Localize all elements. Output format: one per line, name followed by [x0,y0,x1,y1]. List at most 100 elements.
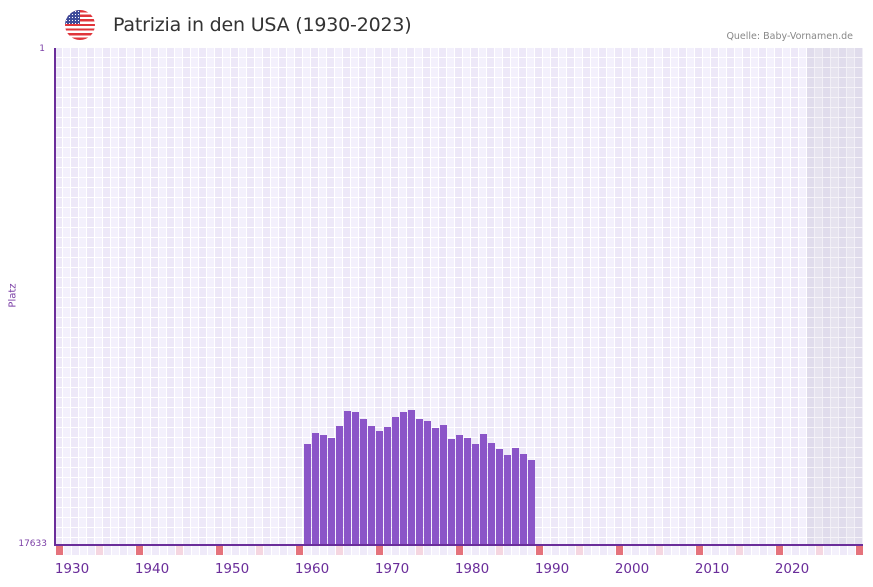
year-marker-cell [824,546,831,555]
year-marker-cell [280,546,287,555]
year-marker-cell [192,546,199,555]
x-axis-label: 1930 [54,561,90,577]
bar-1974[interactable] [424,420,431,545]
x-axis-label: 1980 [454,561,490,577]
bar-1963[interactable] [336,425,343,545]
year-marker-cell [712,546,719,555]
year-marker-cell [432,546,439,555]
bar-1962[interactable] [328,438,335,545]
year-marker-cell [408,546,415,555]
x-axis-line [55,544,863,546]
year-marker-cell [216,546,223,555]
year-marker-cell [200,546,207,555]
y-axis-title: Platz [7,283,19,308]
year-marker-cell [176,546,183,555]
bar-1969[interactable] [384,427,391,545]
year-marker-cell [608,546,615,555]
year-marker-cell [728,546,735,555]
year-marker-cell [256,546,263,555]
bar-1982[interactable] [488,443,495,545]
bar-1968[interactable] [376,431,383,545]
chart-title: Patrizia in den USA (1930-2023) [113,14,412,36]
x-axis-label: 2020 [774,561,810,577]
year-marker-cell [496,546,503,555]
year-marker-cell [752,546,759,555]
year-marker-cell [680,546,687,555]
bar-1972[interactable] [408,409,415,545]
bar-1986[interactable] [520,454,527,545]
bar-1987[interactable] [528,460,535,545]
x-axis-label: 1960 [294,561,330,577]
year-marker-cell [672,546,679,555]
year-marker-cell [208,546,215,555]
year-marker-cell [168,546,175,555]
year-marker-cell [568,546,575,555]
bar-1979[interactable] [464,438,471,545]
year-marker-cell [592,546,599,555]
year-marker-cell [536,546,543,555]
bar-1964[interactable] [344,411,351,545]
year-marker-cell [80,546,87,555]
bar-1965[interactable] [352,411,359,545]
year-marker-cell [368,546,375,555]
year-marker-cell [544,546,551,555]
year-marker-cell [472,546,479,555]
bar-1978[interactable] [456,434,463,545]
year-marker-cell [448,546,455,555]
bar-1977[interactable] [448,438,455,545]
x-axis-label: 2010 [694,561,730,577]
bar-1976[interactable] [440,424,447,545]
bar-1966[interactable] [360,418,367,545]
year-marker-cell [648,546,655,555]
year-marker-cell [640,546,647,555]
decade-marker-row [55,546,863,555]
year-marker-cell [704,546,711,555]
year-marker-cell [584,546,591,555]
bar-1984[interactable] [504,454,511,545]
year-marker-cell [800,546,807,555]
year-marker-cell [552,546,559,555]
year-marker-cell [600,546,607,555]
year-marker-cell [392,546,399,555]
bar-1971[interactable] [400,411,407,545]
year-marker-cell [512,546,519,555]
year-marker-cell [320,546,327,555]
y-axis-top-label: 1 [39,44,45,54]
bar-1973[interactable] [416,418,423,545]
y-axis-bottom-label: 17633 [18,539,47,549]
year-marker-cell [136,546,143,555]
bar-1983[interactable] [496,449,503,545]
year-marker-cell [624,546,631,555]
year-marker-cell [808,546,815,555]
bar-1959[interactable] [304,444,311,545]
bar-1985[interactable] [512,448,519,545]
future-shaded-region [807,48,863,545]
bar-1975[interactable] [432,427,439,545]
year-marker-cell [336,546,343,555]
year-marker-cell [528,546,535,555]
year-marker-cell [632,546,639,555]
year-marker-cell [832,546,839,555]
bar-1980[interactable] [472,444,479,545]
bar-1960[interactable] [312,433,319,545]
bar-1981[interactable] [480,434,487,545]
year-marker-cell [128,546,135,555]
year-marker-cell [616,546,623,555]
year-marker-cell [776,546,783,555]
bar-1967[interactable] [368,425,375,545]
year-marker-cell [696,546,703,555]
year-marker-cell [424,546,431,555]
source-label: Quelle: Baby-Vornamen.de [726,31,853,42]
year-marker-cell [160,546,167,555]
year-marker-cell [152,546,159,555]
bar-1961[interactable] [320,434,327,545]
year-marker-cell [360,546,367,555]
year-marker-cell [768,546,775,555]
year-marker-cell [376,546,383,555]
year-marker-cell [288,546,295,555]
year-marker-cell [96,546,103,555]
year-marker-cell [656,546,663,555]
year-marker-cell [664,546,671,555]
bar-1970[interactable] [392,416,399,545]
year-marker-cell [184,546,191,555]
